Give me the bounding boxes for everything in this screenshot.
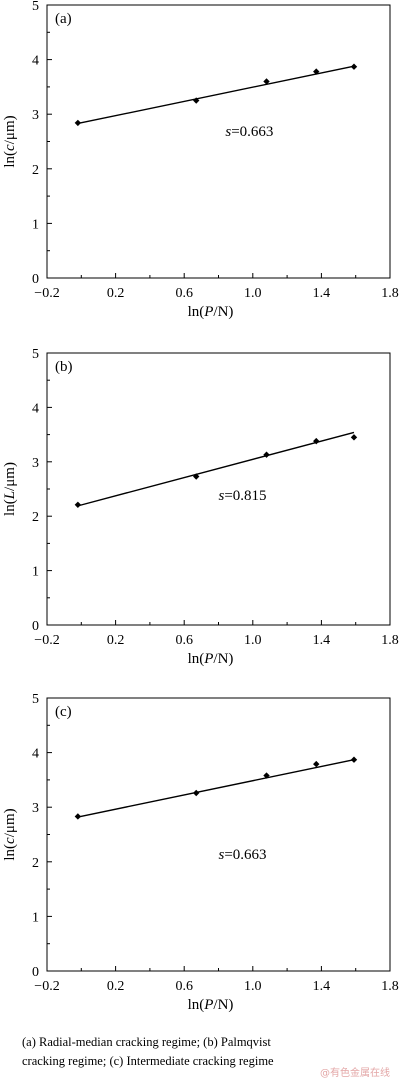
y-tick-label: 0 (32, 965, 39, 980)
x-tick-label: 0.6 (175, 979, 193, 994)
watermark: @有色金属在线 (320, 1068, 390, 1079)
data-point (350, 434, 358, 441)
data-point (313, 760, 320, 768)
fit-line (77, 431, 355, 507)
y-tick-label: 1 (32, 910, 39, 925)
x-tick-label: 1.4 (313, 979, 331, 994)
panel-label: (a) (55, 11, 72, 27)
y-tick-label: 5 (32, 692, 39, 707)
x-tick-label: 0.6 (175, 633, 193, 648)
x-tick-label: 1.8 (381, 286, 399, 301)
data-point (74, 813, 82, 820)
y-tick-label: 5 (32, 0, 39, 14)
x-axis-title: ln(P/N) (188, 651, 234, 667)
y-tick-label: 4 (32, 54, 39, 69)
x-tick-label: 0.2 (107, 633, 125, 648)
y-tick-label: 1 (32, 217, 39, 232)
data-point (350, 756, 358, 763)
data-point (313, 68, 320, 75)
x-tick-label: 0.2 (107, 286, 125, 301)
y-tick-label: 2 (32, 856, 39, 871)
x-tick-label: 1.0 (244, 979, 262, 994)
x-tick-label: −0.2 (34, 979, 59, 994)
plot-frame (46, 4, 391, 279)
slope-annotation: s=0.815 (219, 488, 267, 504)
data-point (193, 473, 200, 480)
x-axis-title: ln(P/N) (188, 997, 234, 1013)
y-tick-label: 5 (32, 347, 39, 362)
x-axis-title: ln(P/N) (188, 304, 234, 320)
data-point (350, 63, 358, 70)
chart-panel-b: −0.2 0.2 0.6 1.0 1.4 1.8 0 1 2 3 4 5 ln(P/N) ln(L/μm)… (2, 347, 399, 667)
chart-panel-a: −0.2 0.2 0.6 1.0 1.4 1.8 0 1 2 3 4 5 ln(P/N) ln(c/μm)… (2, 0, 399, 320)
y-axis-title: ln(c/μm) (2, 115, 18, 167)
plot-frame (46, 697, 391, 972)
caption-line-1: (a) Radial-median cracking regime; (b) P… (22, 1035, 271, 1049)
y-tick-label: 3 (32, 456, 39, 471)
data-point (193, 97, 200, 104)
slope-annotation: s=0.663 (219, 847, 267, 863)
fit-line (77, 65, 355, 125)
slope-annotation: s=0.663 (225, 124, 273, 140)
x-tick-label: 0.6 (175, 286, 193, 301)
fit-line (77, 759, 355, 818)
data-point (263, 451, 270, 458)
data-point (263, 78, 270, 85)
y-tick-label: 4 (32, 401, 39, 416)
chart-panel-c: −0.2 0.2 0.6 1.0 1.4 1.8 0 1 2 3 4 5 ln(P/N) ln(c/μm)… (2, 692, 399, 1013)
x-tick-label: 1.4 (313, 633, 331, 648)
x-tick-label: 1.8 (381, 633, 399, 648)
x-tick-label: 0.2 (107, 979, 125, 994)
y-tick-label: 2 (32, 510, 39, 525)
y-tick-label: 4 (32, 747, 39, 762)
data-point (193, 789, 200, 797)
y-axis-title: ln(L/μm) (2, 462, 18, 516)
y-tick-label: 3 (32, 108, 39, 123)
data-point (263, 772, 270, 779)
x-tick-label: 1.0 (244, 633, 262, 648)
y-tick-label: 1 (32, 565, 39, 580)
y-tick-label: 3 (32, 801, 39, 816)
data-point (74, 501, 82, 508)
x-tick-label: −0.2 (34, 286, 59, 301)
data-point (313, 437, 320, 445)
figure: −0.2 0.2 0.6 1.0 1.4 1.8 0 1 2 3 4 5 ln(P/N) ln(c/μm)… (2, 0, 399, 1013)
x-tick-label: −0.2 (34, 633, 59, 648)
y-tick-label: 0 (32, 272, 39, 287)
x-tick-label: 1.0 (244, 286, 262, 301)
y-tick-label: 2 (32, 163, 39, 178)
y-tick-label: 0 (32, 619, 39, 634)
figure-caption: (a) Radial-median cracking regime; (b) P… (22, 1033, 374, 1071)
y-axis-title: ln(c/μm) (2, 808, 18, 860)
caption-line-2: cracking regime; (c) Intermediate cracki… (22, 1054, 274, 1068)
x-tick-label: 1.4 (313, 286, 331, 301)
panel-label: (c) (55, 704, 72, 720)
x-tick-label: 1.8 (381, 979, 399, 994)
panel-label: (b) (55, 359, 73, 375)
data-point (74, 119, 82, 127)
